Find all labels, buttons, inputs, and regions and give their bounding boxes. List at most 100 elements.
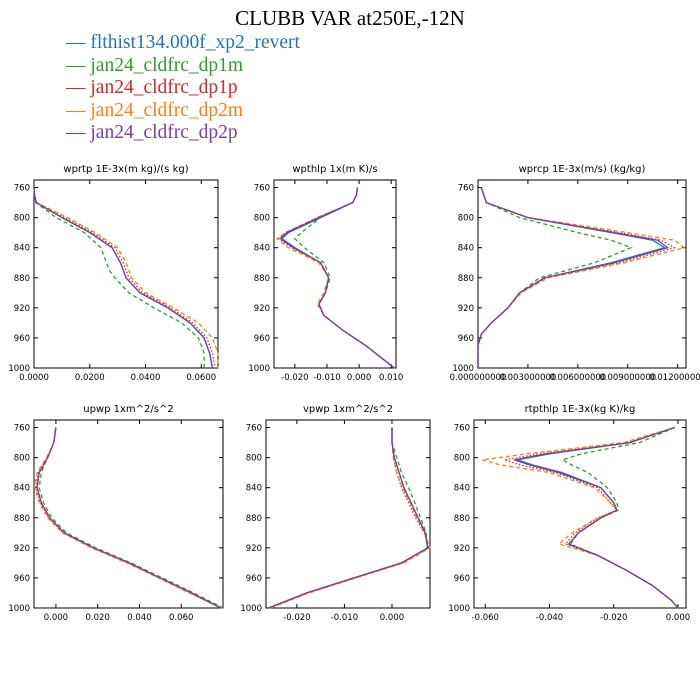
y-tick-label: 760 <box>246 424 262 434</box>
series-line <box>477 187 686 368</box>
x-tick-label: 0.006000000 <box>549 373 606 383</box>
series-line <box>268 427 429 609</box>
series-line <box>513 426 679 609</box>
x-tick-label: 0.000 <box>44 613 68 623</box>
y-tick-label: 840 <box>454 484 470 494</box>
plot-frame <box>33 179 219 369</box>
series-line <box>477 187 666 368</box>
chart-panel: upwp 1xm^2/s^2 760 800 840 880 920 960 1000 0.00… <box>8 404 224 623</box>
y-tick-label: 960 <box>458 334 474 344</box>
legend-label: jan24_cldfrc_dp2m <box>90 99 244 121</box>
x-tick-label: 0.0200 <box>75 373 105 383</box>
series-line <box>36 427 222 609</box>
y-tick-label: 800 <box>14 454 30 464</box>
x-tick-label: -0.060 <box>472 613 499 623</box>
series-line <box>36 427 222 609</box>
y-tick-label: 800 <box>14 214 30 224</box>
x-tick-label: 0.010 <box>379 373 403 383</box>
series-line <box>38 427 224 609</box>
legend-label: jan24_cldfrc_dp1m <box>90 54 244 76</box>
x-tick-label: 0.020 <box>86 613 110 623</box>
series-line <box>270 427 431 609</box>
x-tick-label: 0.000 <box>380 613 404 623</box>
y-tick-label: 760 <box>254 184 270 194</box>
legend-label: jan24_cldfrc_dp1p <box>90 77 238 98</box>
y-tick-label: 840 <box>458 244 474 254</box>
y-tick-label: 760 <box>14 424 30 434</box>
chart-panel: vpwp 1xm^2/s^2 760 800 840 880 920 960 1000 -0.0… <box>240 404 431 623</box>
x-tick-label: 0.012000000 <box>649 373 700 383</box>
y-tick-label: 880 <box>458 274 474 284</box>
legend-entry: — jan24_cldfrc_dp2p <box>66 122 300 145</box>
series-line <box>33 187 214 369</box>
legend-entry: — flthist134.000f_xp2_revert <box>66 32 300 55</box>
y-tick-label: 960 <box>14 334 30 344</box>
series-line <box>33 427 222 609</box>
chart-title: vpwp 1xm^2/s^2 <box>303 404 393 415</box>
y-tick-label: 920 <box>454 544 470 554</box>
series-line <box>560 426 679 609</box>
legend-swatch: — <box>66 99 91 121</box>
chart-panel: rtpthlp 1E-3x(kg K)/kg 760 800 840 880 920 960… <box>448 404 690 623</box>
legend-swatch: — <box>66 77 91 98</box>
legend-label: jan24_cldfrc_dp2p <box>90 122 238 143</box>
chart-panel: wpthlp 1x(m K)/s 760 800 840 880 920 960 1000 -0… <box>248 164 403 383</box>
legend-swatch: — <box>66 54 91 76</box>
x-tick-label: 0.000 <box>666 613 690 623</box>
y-tick-label: 880 <box>14 274 30 284</box>
y-tick-label: 1000 <box>8 364 30 374</box>
legend-entry: — jan24_cldfrc_dp1p <box>66 77 300 100</box>
y-tick-label: 1000 <box>452 364 474 374</box>
series-line <box>33 187 205 368</box>
x-tick-label: -0.020 <box>283 613 310 623</box>
y-tick-label: 920 <box>14 304 30 314</box>
y-tick-label: 840 <box>246 484 262 494</box>
chart-panel: wprcp 1E-3x(m/s) (kg/kg) 760 800 840 880 920 9… <box>450 164 700 383</box>
x-tick-label: 0.0600 <box>186 373 216 383</box>
x-tick-label: 0.000000000 <box>450 373 507 383</box>
legend-label: flthist134.000f_xp2_revert <box>90 32 300 53</box>
y-tick-label: 800 <box>246 454 262 464</box>
series-line <box>268 427 429 609</box>
x-tick-label: 0.003000000 <box>500 373 557 383</box>
y-tick-label: 800 <box>458 214 474 224</box>
series-line <box>279 187 395 369</box>
x-tick-label: -0.020 <box>600 613 627 623</box>
y-tick-label: 760 <box>458 184 474 194</box>
y-tick-label: 800 <box>454 454 470 464</box>
legend: — flthist134.000f_xp2_revert — jan24_cld… <box>66 32 300 145</box>
legend-entry: — jan24_cldfrc_dp1m <box>66 55 300 78</box>
chart-panel: wprtp 1E-3x(m kg)/(s kg) 760 800 840 880 920 9… <box>8 164 219 383</box>
chart-title: wpthlp 1x(m K)/s <box>292 164 377 175</box>
plot-frame <box>473 419 687 609</box>
y-tick-label: 880 <box>454 514 470 524</box>
x-tick-label: -0.020 <box>281 373 308 383</box>
series-line <box>277 187 395 369</box>
plot-frame <box>33 419 224 609</box>
x-tick-label: 0.0000 <box>19 373 49 383</box>
series-line <box>33 187 219 368</box>
plot-frame <box>477 179 687 369</box>
y-tick-label: 1000 <box>248 364 270 374</box>
y-tick-label: 760 <box>14 184 30 194</box>
legend-entry: — jan24_cldfrc_dp2m <box>66 100 300 123</box>
series-line <box>477 187 670 368</box>
chart-title: upwp 1xm^2/s^2 <box>83 404 173 415</box>
x-tick-label: 0.009000000 <box>599 373 656 383</box>
y-tick-label: 840 <box>254 244 270 254</box>
series-line <box>280 187 395 369</box>
y-tick-label: 840 <box>14 244 30 254</box>
y-tick-label: 800 <box>254 214 270 224</box>
series-line <box>276 187 395 369</box>
x-tick-label: 0.060 <box>169 613 193 623</box>
x-tick-label: 0.0400 <box>131 373 161 383</box>
y-tick-label: 960 <box>246 574 262 584</box>
y-tick-label: 920 <box>246 544 262 554</box>
y-tick-label: 960 <box>454 574 470 584</box>
page-title: CLUBB VAR at250E,-12N <box>235 6 465 30</box>
chart-title: wprtp 1E-3x(m kg)/(s kg) <box>63 164 188 175</box>
y-tick-label: 960 <box>254 334 270 344</box>
series-line <box>35 427 222 609</box>
series-line <box>268 427 429 609</box>
